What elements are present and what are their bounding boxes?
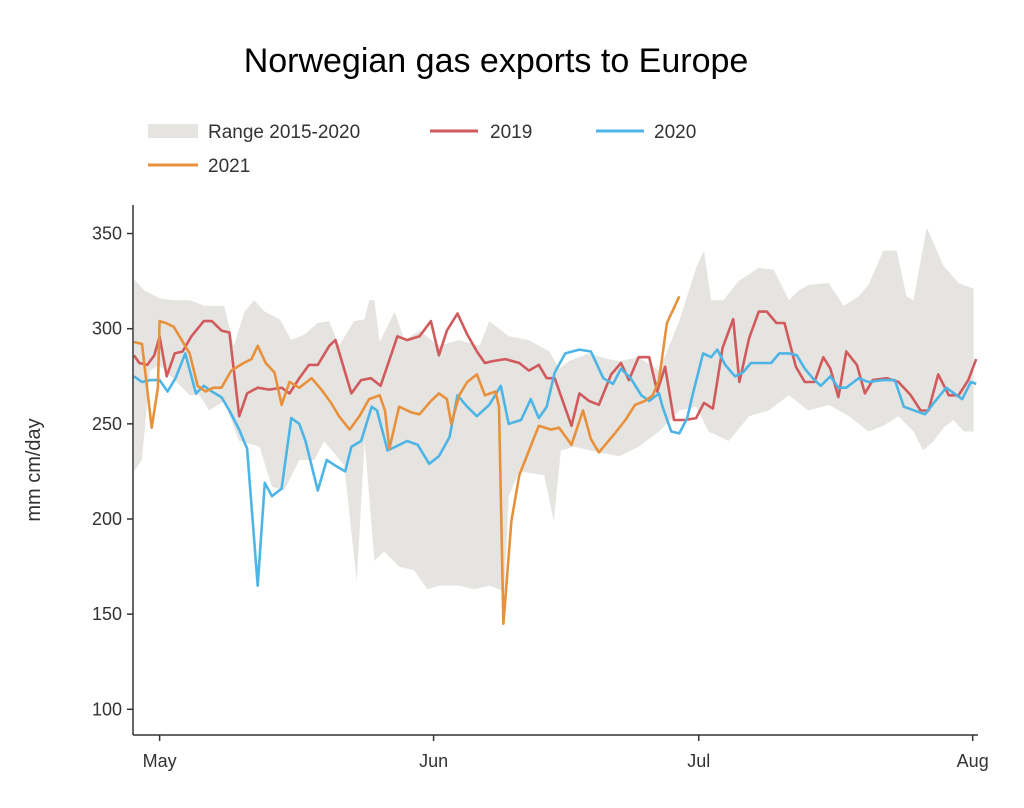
legend-label-2019: 2019 bbox=[490, 122, 532, 143]
x-tick-label: Jun bbox=[419, 751, 448, 771]
legend-swatch-range bbox=[148, 124, 198, 138]
legend-item-2019[interactable]: 2019 bbox=[430, 122, 532, 143]
x-tick-label: May bbox=[143, 751, 177, 771]
range-band bbox=[134, 227, 974, 592]
chart-title: Norwegian gas exports to Europe bbox=[244, 42, 749, 80]
y-axis-label: mm cm/day bbox=[23, 418, 45, 521]
x-tick-label: Aug bbox=[957, 751, 989, 771]
x-tick-label: Jul bbox=[687, 751, 710, 771]
legend-label-range: Range 2015-2020 bbox=[208, 122, 360, 143]
series-line-2020 bbox=[133, 348, 977, 587]
legend-item-range[interactable]: Range 2015-2020 bbox=[148, 122, 360, 143]
legend-item-2020[interactable]: 2020 bbox=[596, 122, 696, 143]
series-line-2021 bbox=[133, 295, 681, 626]
y-tick-label: 100 bbox=[92, 699, 122, 719]
plot-area bbox=[132, 227, 978, 626]
legend: Range 2015-2020 2019 2020 2021 bbox=[148, 122, 696, 177]
y-tick-label: 350 bbox=[92, 224, 122, 244]
axes: 100 150 200 250 300 350 May Jun Jul Aug bbox=[92, 205, 989, 771]
y-tick-label: 250 bbox=[92, 414, 122, 434]
legend-label-2020: 2020 bbox=[654, 122, 696, 143]
y-tick-label: 200 bbox=[92, 509, 122, 529]
y-tick-label: 300 bbox=[92, 319, 122, 339]
y-tick-label: 150 bbox=[92, 604, 122, 624]
legend-item-2021[interactable]: 2021 bbox=[148, 156, 250, 177]
legend-label-2021: 2021 bbox=[208, 156, 250, 177]
